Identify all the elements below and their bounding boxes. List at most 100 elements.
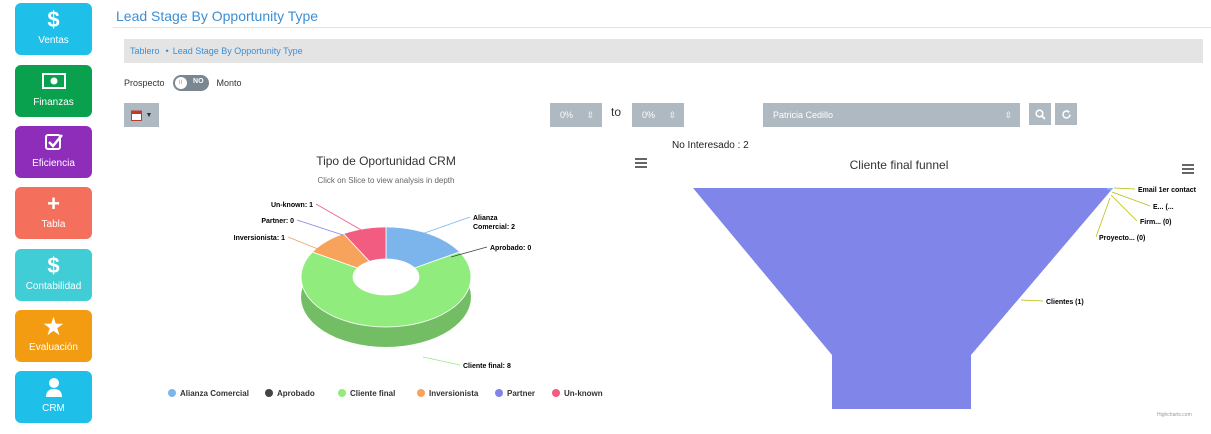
funnel-label-connector <box>1111 191 1151 207</box>
funnel-label-connector <box>1113 187 1136 190</box>
percent-to-select[interactable]: 0% ⇳ <box>632 103 684 127</box>
dollar-icon: $ <box>47 253 60 278</box>
money-icon <box>15 71 92 93</box>
switch-knob: II <box>174 77 187 89</box>
sidebar-item-label: Contabilidad <box>25 281 82 292</box>
legend-marker <box>168 389 176 397</box>
toggle-right-label: Monto <box>216 78 242 88</box>
to-label: to <box>611 105 622 119</box>
chart-title: Tipo de Oportunidad CRM <box>316 154 456 168</box>
plus-icon: + <box>47 191 60 216</box>
funnel-title: Cliente final funnel <box>850 158 949 172</box>
dollar-icon: $ <box>47 7 60 32</box>
title-divider <box>113 27 1211 28</box>
calendar-icon <box>130 110 142 121</box>
data-label-connector <box>415 216 471 237</box>
donut-hole <box>353 259 419 295</box>
switch-state: NO <box>193 78 204 85</box>
funnel-label-firma: Firm... (0) <box>1140 219 1172 226</box>
funnel-label-connector <box>1110 194 1138 222</box>
breadcrumb-home[interactable]: Tablero <box>130 46 160 56</box>
funnel-label-connector <box>1020 299 1044 302</box>
breadcrumb-separator: • <box>165 46 169 56</box>
sidebar: $ Ventas Finanzas Eficiencia + Tabla $ C… <box>0 0 108 434</box>
legend-item-partner[interactable]: Partner <box>495 389 535 398</box>
menu-icon[interactable] <box>635 158 647 168</box>
data-label-aprobado: Aprobado: 0 <box>490 245 531 252</box>
refresh-button[interactable] <box>1055 103 1077 125</box>
sidebar-item-crm[interactable]: CRM <box>15 371 92 423</box>
percent-to-value: 0% <box>642 110 656 120</box>
updown-caret-icon: ⇳ <box>668 110 676 120</box>
sidebar-item-ventas[interactable]: $ Ventas <box>15 3 92 55</box>
funnel-stage-clientes[interactable] <box>693 188 1113 409</box>
sidebar-item-evaluacion[interactable]: ★ Evaluación <box>15 310 92 362</box>
toggle-left-label: Prospecto <box>124 78 165 88</box>
sidebar-item-label: Finanzas <box>33 97 74 108</box>
legend-label: Aprobado <box>277 389 315 398</box>
legend-item-aprobado[interactable]: Aprobado <box>265 389 315 398</box>
sidebar-item-label: Evaluación <box>29 342 78 353</box>
funnel-label-connector <box>1095 197 1111 238</box>
sidebar-item-contabilidad[interactable]: $ Contabilidad <box>15 249 92 301</box>
data-label-un-known: Un-known: 1 <box>271 202 313 209</box>
data-label-cliente-final: Cliente final: 8 <box>463 363 511 370</box>
date-range-button[interactable]: ▼ <box>124 103 159 127</box>
funnel-label-clientes: Clientes (1) <box>1046 299 1084 306</box>
funnel-stage-small <box>1107 188 1113 190</box>
data-label-connector <box>450 246 488 258</box>
no-interesado-status: No Interesado : 2 <box>672 140 749 151</box>
cliente-final-funnel-chart: Cliente final funnel Clientes (1) Email 1… <box>693 158 1197 418</box>
prospect-amount-toggle-row: Prospecto II NO Monto <box>124 74 242 92</box>
legend-marker <box>338 389 346 397</box>
updown-caret-icon: ⇳ <box>586 110 594 120</box>
legend-marker <box>552 389 560 397</box>
person-value: Patricia Cedillo <box>773 110 834 120</box>
data-label-connector <box>296 219 344 236</box>
prospect-amount-switch[interactable]: II NO <box>172 75 209 91</box>
data-label-partner: Partner: 0 <box>261 218 294 225</box>
user-icon <box>15 377 92 399</box>
funnel-label-proyecto: Proyecto... (0) <box>1099 235 1145 242</box>
page-title: Lead Stage By Opportunity Type <box>116 8 319 24</box>
legend-label: Inversionista <box>429 389 479 398</box>
data-label-connector <box>422 356 461 366</box>
legend-label: Alianza Comercial <box>180 389 249 398</box>
chevron-down-icon: ▼ <box>145 111 153 119</box>
opportunity-type-chart: Tipo de Oportunidad CRM Click on Slice t… <box>168 154 647 398</box>
data-label-connector <box>315 203 364 232</box>
sidebar-item-label: Tabla <box>41 219 66 230</box>
menu-icon[interactable] <box>1182 164 1194 174</box>
legend-item-inversionista[interactable]: Inversionista <box>417 389 479 398</box>
legend-label: Partner <box>507 389 535 398</box>
sidebar-item-tabla[interactable]: + Tabla <box>15 187 92 239</box>
data-label-alianza-comercial: Alianza Comercial: 2 <box>473 215 515 231</box>
percent-from-value: 0% <box>560 110 574 120</box>
legend-label: Cliente final <box>350 389 395 398</box>
chart-subtitle: Click on Slice to view analysis in depth <box>318 176 455 185</box>
legend-marker <box>265 389 273 397</box>
legend-label: Un-known <box>564 389 603 398</box>
search-button[interactable] <box>1029 103 1051 125</box>
sidebar-item-label: Ventas <box>38 35 69 46</box>
sidebar-item-eficiencia[interactable]: Eficiencia <box>15 126 92 178</box>
legend-item-alianza-comercial[interactable]: Alianza Comercial <box>168 389 249 398</box>
breadcrumb-current[interactable]: Lead Stage By Opportunity Type <box>172 46 303 56</box>
refresh-icon <box>1061 109 1071 119</box>
legend-item-un-known[interactable]: Un-known <box>552 389 603 398</box>
donut-slice-side <box>301 252 471 347</box>
search-icon <box>1034 108 1046 120</box>
legend-item-cliente-final[interactable]: Cliente final <box>338 389 395 398</box>
sidebar-item-label: Eficiencia <box>32 158 75 169</box>
funnel-label-email-er-contacto: Email 1er contact <box>1138 187 1197 194</box>
person-select[interactable]: Patricia Cedillo ⇳ <box>763 103 1020 127</box>
breadcrumb: Tablero • Lead Stage By Opportunity Type <box>124 39 1203 63</box>
sidebar-item-finanzas[interactable]: Finanzas <box>15 65 92 117</box>
data-label-connector <box>287 236 329 254</box>
data-label-inversionista: Inversionista: 1 <box>234 235 285 242</box>
legend-marker <box>495 389 503 397</box>
checkbox-icon <box>15 132 92 154</box>
percent-from-select[interactable]: 0% ⇳ <box>550 103 602 127</box>
chart-credits[interactable]: Highcharts.com <box>1157 412 1192 418</box>
legend-marker <box>417 389 425 397</box>
